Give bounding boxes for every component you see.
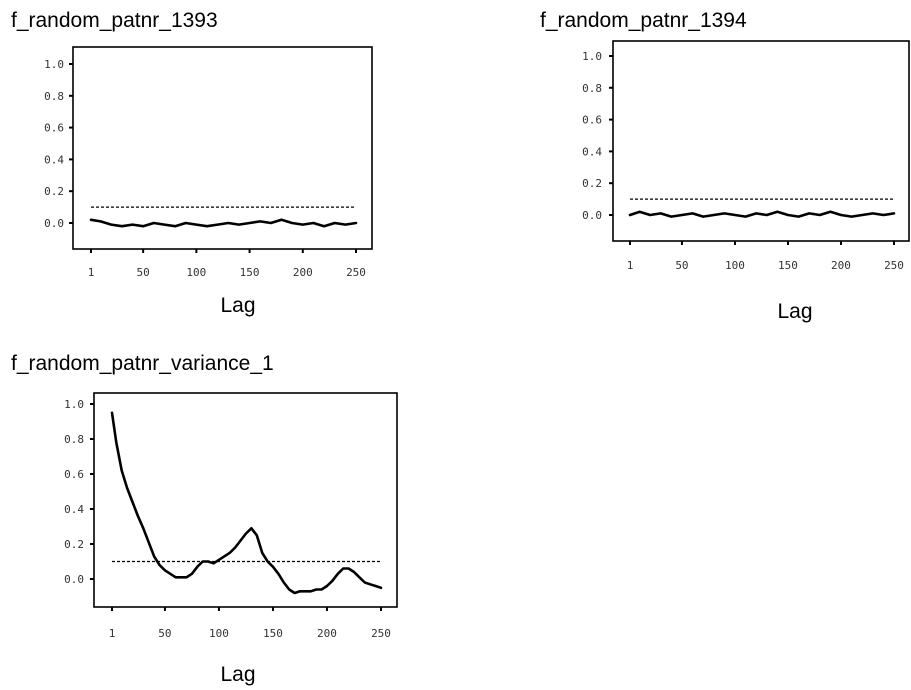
x-axis-label: Lag — [220, 294, 255, 317]
x-tick-label: 150 — [240, 266, 260, 279]
y-tick-label: 0.0 — [64, 573, 84, 586]
x-tick-label: 50 — [137, 266, 150, 279]
y-tick-label: 0.4 — [582, 145, 602, 158]
chart-title: f_random_patnr_1393 — [11, 9, 218, 32]
x-axis-label: Lag — [777, 300, 812, 323]
x-tick-label: 1 — [627, 259, 634, 272]
y-tick-label: 0.2 — [64, 538, 84, 551]
y-tick-label: 0.8 — [582, 82, 602, 95]
x-tick-label: 50 — [675, 259, 688, 272]
x-tick-label: 100 — [186, 266, 206, 279]
y-tick-label: 0.4 — [44, 153, 64, 166]
x-tick-label: 200 — [317, 627, 337, 640]
y-tick-label: 0.2 — [44, 185, 64, 198]
x-tick-label: 200 — [293, 266, 313, 279]
x-tick-label: 150 — [778, 259, 798, 272]
series-line — [89, 218, 358, 228]
x-tick-label: 250 — [371, 627, 391, 640]
y-tick-label: 0.4 — [64, 503, 84, 516]
plot-frame — [612, 40, 910, 242]
x-tick-label: 100 — [209, 627, 229, 640]
plot-frame — [93, 392, 398, 608]
y-tick-label: 0.2 — [582, 177, 602, 190]
x-tick-label: 200 — [831, 259, 851, 272]
y-tick-label: 0.6 — [582, 114, 602, 127]
x-tick-label: 250 — [884, 259, 904, 272]
y-tick-label: 0.0 — [582, 209, 602, 222]
x-tick-label: 50 — [158, 627, 171, 640]
y-tick-label: 1.0 — [44, 58, 64, 71]
plot-frame — [72, 46, 373, 250]
x-tick-label: 1 — [109, 627, 116, 640]
x-tick-label: 100 — [725, 259, 745, 272]
y-tick-label: 0.6 — [44, 122, 64, 135]
x-axis-label: Lag — [220, 663, 255, 686]
x-tick-label: 250 — [346, 266, 366, 279]
y-tick-label: 1.0 — [582, 50, 602, 63]
y-tick-label: 0.0 — [44, 217, 64, 230]
series-line — [628, 210, 896, 218]
y-tick-label: 0.8 — [64, 433, 84, 446]
x-tick-label: 1 — [88, 266, 95, 279]
y-tick-label: 1.0 — [64, 398, 84, 411]
chart-title: f_random_patnr_variance_1 — [11, 352, 274, 375]
y-tick-label: 0.8 — [44, 90, 64, 103]
x-tick-label: 150 — [263, 627, 283, 640]
series-line — [110, 411, 383, 595]
chart-title: f_random_patnr_1394 — [540, 9, 747, 32]
y-tick-label: 0.6 — [64, 468, 84, 481]
